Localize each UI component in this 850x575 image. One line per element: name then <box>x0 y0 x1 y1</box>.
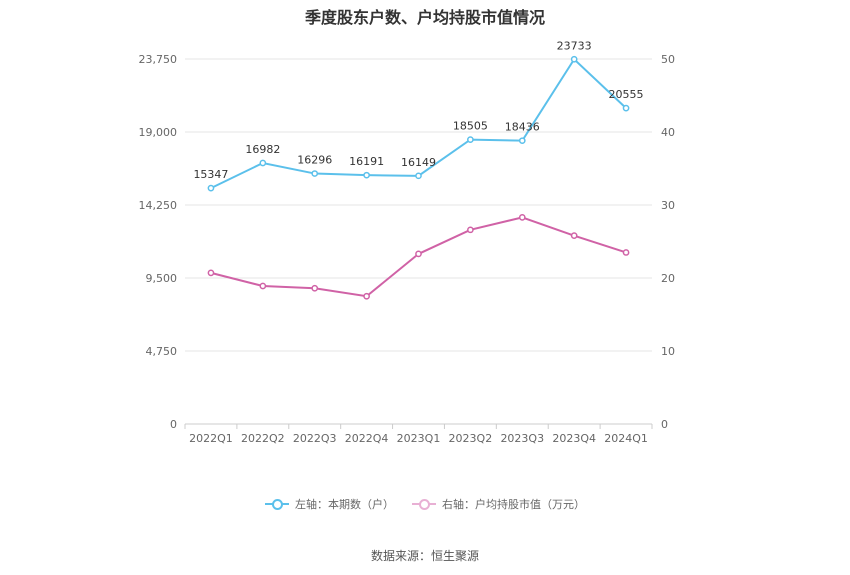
point-shareholders <box>363 171 370 179</box>
legend-line-marker-icon <box>265 498 289 510</box>
legend-label-left: 左轴：本期数（户） <box>295 498 394 511</box>
data-label: 16982 <box>245 143 280 156</box>
point-avg-value <box>363 292 370 300</box>
point-shareholders <box>518 137 526 145</box>
x-tick-label: 2023Q4 <box>552 432 596 445</box>
x-tick-label: 2023Q3 <box>500 432 544 445</box>
legend-label-right: 右轴：户均持股市值（万元） <box>442 498 585 511</box>
point-shareholders <box>570 55 578 63</box>
point-avg-value <box>622 249 630 256</box>
x-tick-label: 2023Q2 <box>449 432 493 445</box>
data-label: 15347 <box>193 168 228 181</box>
point-avg-value <box>259 282 267 290</box>
y-left-tick-label: 4,750 <box>146 345 178 358</box>
point-shareholders <box>259 159 267 167</box>
point-shareholders <box>311 170 319 177</box>
x-tick-label: 2022Q4 <box>345 432 389 445</box>
point-avg-value <box>467 226 474 234</box>
legend-item-right[interactable]: 右轴：户均持股市值（万元） <box>412 496 585 512</box>
point-shareholders <box>467 136 474 143</box>
y-left-tick-label: 19,000 <box>139 126 178 139</box>
y-left-tick-label: 0 <box>170 418 177 431</box>
data-label: 16296 <box>297 154 332 167</box>
point-avg-value <box>311 284 319 292</box>
x-tick-label: 2023Q1 <box>397 432 441 445</box>
x-tick-label: 2022Q2 <box>241 432 285 445</box>
point-avg-value <box>518 214 526 221</box>
point-shareholders <box>622 104 630 112</box>
legend-line-marker-icon <box>412 498 436 510</box>
chart-title: 季度股东户数、户均持股市值情况 <box>304 8 545 27</box>
x-tick-label: 2022Q3 <box>293 432 337 445</box>
legend: 左轴：本期数（户） 右轴：户均持股市值（万元） <box>0 496 850 512</box>
x-tick-label: 2024Q1 <box>604 432 648 445</box>
y-right-tick-label: 0 <box>661 418 668 431</box>
y-right-tick-label: 20 <box>661 272 675 285</box>
data-label: 20555 <box>609 88 644 101</box>
y-left-tick-label: 9,500 <box>146 272 178 285</box>
data-label: 16191 <box>349 155 384 168</box>
point-shareholders <box>415 172 422 180</box>
data-label: 23733 <box>557 39 592 52</box>
y-left-tick-label: 14,250 <box>139 199 178 212</box>
data-label: 18436 <box>505 121 540 134</box>
point-avg-value <box>415 250 422 258</box>
y-right-tick-label: 10 <box>661 345 675 358</box>
point-avg-value <box>570 232 578 240</box>
y-left-tick-label: 23,750 <box>139 53 178 66</box>
point-avg-value <box>207 269 215 277</box>
legend-item-left[interactable]: 左轴：本期数（户） <box>265 496 394 512</box>
y-right-tick-label: 40 <box>661 126 675 139</box>
point-shareholders <box>207 184 215 192</box>
data-label: 18505 <box>453 120 488 133</box>
y-right-tick-label: 50 <box>661 53 675 66</box>
data-label: 16149 <box>401 156 436 169</box>
y-right-tick-label: 30 <box>661 199 675 212</box>
source-note: 数据来源：恒生聚源 <box>370 549 479 563</box>
x-tick-label: 2022Q1 <box>189 432 233 445</box>
